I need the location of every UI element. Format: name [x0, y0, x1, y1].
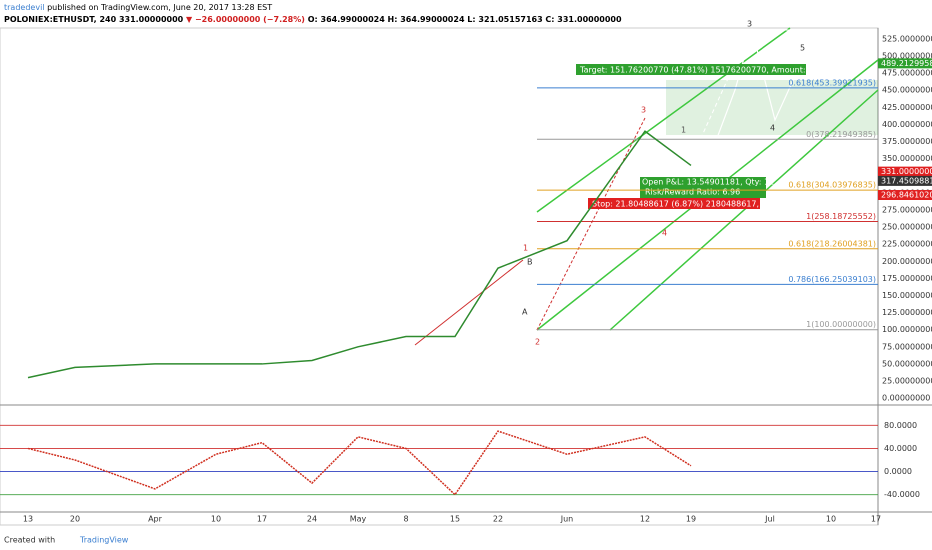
y-tick-label: 475.00000000: [882, 69, 932, 78]
wave: 2: [535, 338, 540, 347]
wave-path: [704, 27, 871, 171]
x-tick-label: 17: [257, 515, 267, 524]
y-tick-label: 150.00000000: [882, 291, 932, 300]
y-tick-label: 0.0000: [884, 467, 912, 476]
fib-label: 0.618(453.39921935): [788, 78, 876, 87]
x-tick-label: 12: [640, 515, 650, 524]
price-tag: [878, 189, 932, 200]
x-tick-label: 20: [70, 515, 80, 524]
trend: [536, 117, 646, 331]
wave: A: [522, 308, 528, 317]
pl-box: [640, 177, 766, 198]
pl-text: Open P&L: 13.54901181, Qty: 11: [642, 178, 774, 187]
stop-text: Stop: 21.80488617 (6.87%) 2180488617, Am…: [592, 200, 826, 209]
y-tick-label: 25.00000000: [882, 377, 932, 386]
y-tick-label: 50.00000000: [882, 359, 932, 368]
x-tick-label: 10: [826, 515, 836, 524]
y-tick-label: 100.00000000: [882, 325, 932, 334]
x-tick-label: 17: [871, 515, 881, 524]
rr-text: Risk/Reward Ratio: 6.96: [645, 188, 740, 197]
header-line: tradedevil published on TradingView.com,…: [4, 3, 272, 12]
y-tick-label: 400.00000000: [882, 120, 932, 129]
wave: 4: [662, 229, 667, 238]
author[interactable]: tradedevil: [4, 3, 45, 12]
y-tick-label: 275.00000000: [882, 205, 932, 214]
channel: [609, 89, 879, 331]
wave: 3: [747, 20, 752, 29]
plot-frame: [0, 27, 879, 526]
y-tick-label: 525.00000000: [882, 34, 932, 43]
footer-brand[interactable]: TradingView: [79, 536, 129, 545]
y-tick-label: 250.00000000: [882, 223, 932, 232]
x-tick-label: 10: [211, 515, 221, 524]
ohlc: O: 364.99000024 H: 364.99000024 L: 321.0…: [307, 15, 622, 24]
target-box: [576, 64, 806, 75]
y-tick-label: 200.00000000: [882, 257, 932, 266]
y-tick-label: 75.00000000: [882, 342, 932, 351]
fib-label: 0.786(166.25039103): [788, 275, 876, 284]
price-tag-label: 296.84610202: [881, 190, 932, 199]
stop-box: [588, 198, 760, 209]
channel: [536, 27, 791, 213]
price-tag: [878, 58, 932, 69]
y-tick-label: 40.0000: [884, 444, 917, 453]
target-zone: [666, 80, 878, 135]
wave: 1: [681, 126, 686, 135]
timer: 1:31:16: [897, 179, 928, 188]
wave: 5: [800, 44, 805, 53]
x-tick-label: 22: [493, 515, 503, 524]
price-tag: [878, 166, 932, 177]
x-tick-label: 8: [403, 515, 408, 524]
y-tick-label: 375.00000000: [882, 137, 932, 146]
fib-label: 1(258.18725552): [806, 212, 876, 221]
x-tick-label: Apr: [148, 515, 163, 524]
price-tag: [878, 175, 932, 186]
trend: [414, 259, 524, 346]
y-tick-label: 500.00000000: [882, 51, 932, 60]
wave: B: [527, 258, 533, 267]
fib-label: 0.618(218.26004381): [788, 239, 876, 248]
y-tick-label: 125.00000000: [882, 308, 932, 317]
y-tick-label: 325.00000000: [882, 171, 932, 180]
x-tick-label: 15: [450, 515, 460, 524]
y-tick-label: 450.00000000: [882, 86, 932, 95]
x-tick-label: May: [350, 515, 367, 524]
wave: 1: [523, 244, 528, 253]
fib-label: 0.618(304.03976835): [788, 181, 876, 190]
price-tag-label: 317.45098819: [881, 176, 932, 185]
wave-path: [665, 29, 806, 216]
y-tick-label: 225.00000000: [882, 240, 932, 249]
wave: 3: [641, 106, 646, 115]
y-tick-label: -40.0000: [884, 490, 920, 499]
price-tag-label: 331.00000000: [881, 167, 932, 176]
x-tick-label: 13: [23, 515, 33, 524]
symbol-line: POLONIEX:ETHUSDT, 240 331.00000000 ▼ −26…: [4, 15, 622, 24]
change: ▼ −26.00000000 (−7.28%): [186, 15, 305, 24]
x-tick-label: 19: [686, 515, 696, 524]
y-tick-label: 350.00000000: [882, 154, 932, 163]
x-tick-label: Jun: [560, 515, 574, 524]
y-tick-label: 300.00000000: [882, 188, 932, 197]
symbol: POLONIEX:ETHUSDT, 240: [4, 15, 117, 24]
published: published on TradingView.com, June 20, 2…: [47, 3, 273, 12]
price-tag-label: 489.21299589: [881, 59, 932, 68]
fib-label: 0(378.21949385): [806, 130, 876, 139]
footer-created: Created with: [4, 536, 55, 545]
last: 331.00000000: [118, 15, 184, 24]
y-tick-label: 0.00000000: [882, 394, 930, 403]
y-tick-label: 425.00000000: [882, 103, 932, 112]
wave: 4: [770, 124, 775, 133]
target-text: Target: 151.76200770 (47.81%) 1517620077…: [579, 66, 841, 75]
fib-label: 1(100.00000000): [806, 320, 876, 329]
oscillator-line: [27, 430, 692, 496]
price-line: [27, 130, 692, 379]
y-tick-label: 175.00000000: [882, 274, 932, 283]
channel: [536, 59, 879, 331]
x-tick-label: 24: [307, 515, 317, 524]
y-tick-label: 80.0000: [884, 421, 917, 430]
x-tick-label: Jul: [764, 515, 775, 524]
